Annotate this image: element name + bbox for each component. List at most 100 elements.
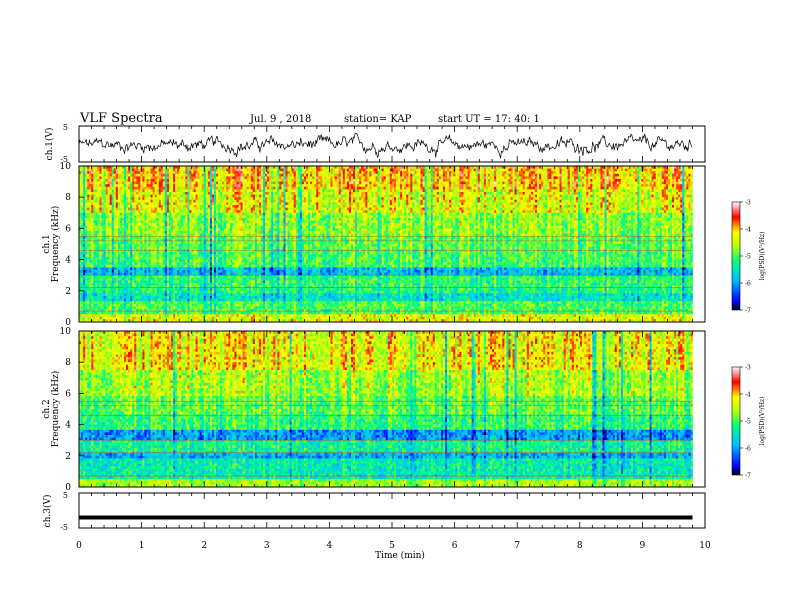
- ch1-spectrogram-cell: [216, 174, 218, 177]
- ch1-spectrogram-cell: [108, 171, 110, 174]
- ch1-spectrogram-cell: [451, 169, 453, 172]
- ch1-spectrogram-cell: [623, 171, 625, 174]
- ch1-spectrogram-cell: [271, 171, 273, 174]
- ch1-spectrogram-cell: [298, 174, 300, 177]
- ch1-spectrogram-cell: [476, 171, 478, 174]
- ch1-spectrogram-cell: [208, 174, 210, 177]
- ch1-spectrogram-cell: [112, 171, 114, 174]
- ch1-spectrogram-cell: [396, 174, 398, 177]
- ch1-spectrogram-cell: [429, 171, 431, 174]
- ch1-spectrogram-cell: [690, 169, 692, 172]
- ch1-spectrogram-cell: [281, 174, 283, 177]
- ch1-spectrogram-cell: [504, 174, 506, 177]
- ch1-spectrogram-cell: [437, 171, 439, 174]
- ch1-spectrogram-cell: [486, 174, 488, 177]
- ch1-spectrogram-cell: [206, 169, 208, 172]
- ch1-spectrogram-cell: [146, 174, 148, 177]
- ch1-spectrogram-cell: [171, 169, 173, 172]
- ch1-spectrogram-cell: [226, 171, 228, 174]
- ch1-spectrogram-cell: [371, 174, 373, 177]
- ch1-spectrogram-cell: [398, 169, 400, 172]
- ch1-spectrogram-cell: [412, 174, 414, 177]
- ch1-spectrogram-cell: [574, 169, 576, 172]
- ch1-spectrogram-cell: [439, 171, 441, 174]
- ch1-spectrogram-cell: [159, 171, 161, 174]
- ch1-spectrogram-cell: [99, 174, 101, 177]
- ch1-spectrogram-cell: [549, 171, 551, 174]
- ch1-spectrogram-cell: [302, 169, 304, 172]
- ch1-spectrogram-cell: [202, 169, 204, 172]
- ch1-spectrogram-cell: [165, 169, 167, 172]
- ch1-spectrogram-cell: [457, 169, 459, 172]
- ch1-spectrogram-cell: [351, 174, 353, 177]
- ch1-spectrogram-cell: [155, 174, 157, 177]
- ch1-spectrogram-cell: [613, 169, 615, 172]
- ch1-spectrogram-cell: [157, 171, 159, 174]
- ch1-spectrogram-cell: [142, 171, 144, 174]
- ch1-spectrogram-cell: [269, 174, 271, 177]
- ch1-spectrogram-cell: [617, 169, 619, 172]
- ch1-spectrogram-cell: [214, 174, 216, 177]
- ch1-spectrogram-cell: [130, 171, 132, 174]
- ch1-spectrogram-cell: [441, 169, 443, 172]
- ch1-spectrogram-cell: [357, 169, 359, 172]
- ch1-spectrogram-cell: [451, 171, 453, 174]
- ch1-spectrogram-cell: [157, 174, 159, 177]
- ch1-spectrogram-cell: [275, 174, 277, 177]
- ch1-spectrogram-cell: [189, 169, 191, 172]
- ch1-spectrogram-cell: [324, 169, 326, 172]
- ch1-spectrogram-cell: [163, 174, 165, 177]
- ch1-spectrogram-cell: [568, 171, 570, 174]
- ch1-spectrogram-cell: [283, 174, 285, 177]
- ch1-spectrogram-cell: [310, 169, 312, 172]
- ch1-spectrogram-cell: [486, 169, 488, 172]
- ch1-spectrogram-cell: [594, 171, 596, 174]
- ch1-spectrogram-cell: [294, 169, 296, 172]
- ch1-spectrogram-cell: [241, 169, 243, 172]
- ch1-spectrogram-cell: [339, 171, 341, 174]
- ch1-spectrogram-cell: [461, 169, 463, 172]
- ch1-spectrogram-cell: [196, 169, 198, 172]
- ch1-spectrogram-cell: [114, 174, 116, 177]
- ch1-spectrogram-cell: [547, 169, 549, 172]
- ch1-spectrogram-cell: [484, 174, 486, 177]
- ch1-spectrogram-cell: [433, 171, 435, 174]
- ch1-spectrogram-cell: [421, 169, 423, 172]
- ch1-spectrogram-cell: [343, 171, 345, 174]
- ch1-spectrogram-cell: [214, 169, 216, 172]
- ch1-spectrogram-cell: [365, 169, 367, 172]
- ch1-spectrogram-cell: [523, 171, 525, 174]
- ch1-spectrogram-cell: [335, 174, 337, 177]
- ch1-spectrogram-cell: [502, 174, 504, 177]
- ch1-spectrogram-cell: [316, 169, 318, 172]
- ch1-spectrogram-cell: [394, 169, 396, 172]
- ch1-spectrogram-cell: [345, 169, 347, 172]
- ch1-spectrogram-cell: [553, 171, 555, 174]
- ch1-spectrogram-cell: [378, 169, 380, 172]
- ch1-spectrogram-cell: [236, 169, 238, 172]
- ch1-spectrogram-cell: [621, 171, 623, 174]
- ch1-spectrogram-cell: [173, 169, 175, 172]
- ch1-spectrogram-cell: [322, 169, 324, 172]
- ch1-spectrogram-cell: [596, 171, 598, 174]
- ch1-spectrogram-cell: [510, 174, 512, 177]
- ch1-spectrogram-cell: [543, 174, 545, 177]
- ch1-spectrogram-cell: [183, 171, 185, 174]
- ch1-spectrogram-cell: [104, 171, 106, 174]
- ch1-spectrogram-cell: [222, 174, 224, 177]
- ch1-spectrogram-cell: [617, 171, 619, 174]
- ch1-spectrogram-cell: [645, 171, 647, 174]
- ch1-spectrogram-cell: [531, 174, 533, 177]
- ch1-spectrogram-cell: [533, 169, 535, 172]
- ch1-spectrogram-cell: [132, 174, 134, 177]
- ch1-spectrogram-cell: [173, 171, 175, 174]
- ch1-spectrogram-cell: [144, 174, 146, 177]
- ch1-spectrogram-cell: [261, 171, 263, 174]
- ch1-spectrogram-cell: [187, 171, 189, 174]
- ch1-spectrogram-cell: [386, 174, 388, 177]
- ch1-spectrogram-cell: [202, 174, 204, 177]
- ch1-spectrogram-cell: [234, 169, 236, 172]
- ch1-spectrogram-cell: [232, 169, 234, 172]
- ch1-spectrogram-cell: [161, 171, 163, 174]
- ch1-spectrogram-cell: [592, 169, 594, 172]
